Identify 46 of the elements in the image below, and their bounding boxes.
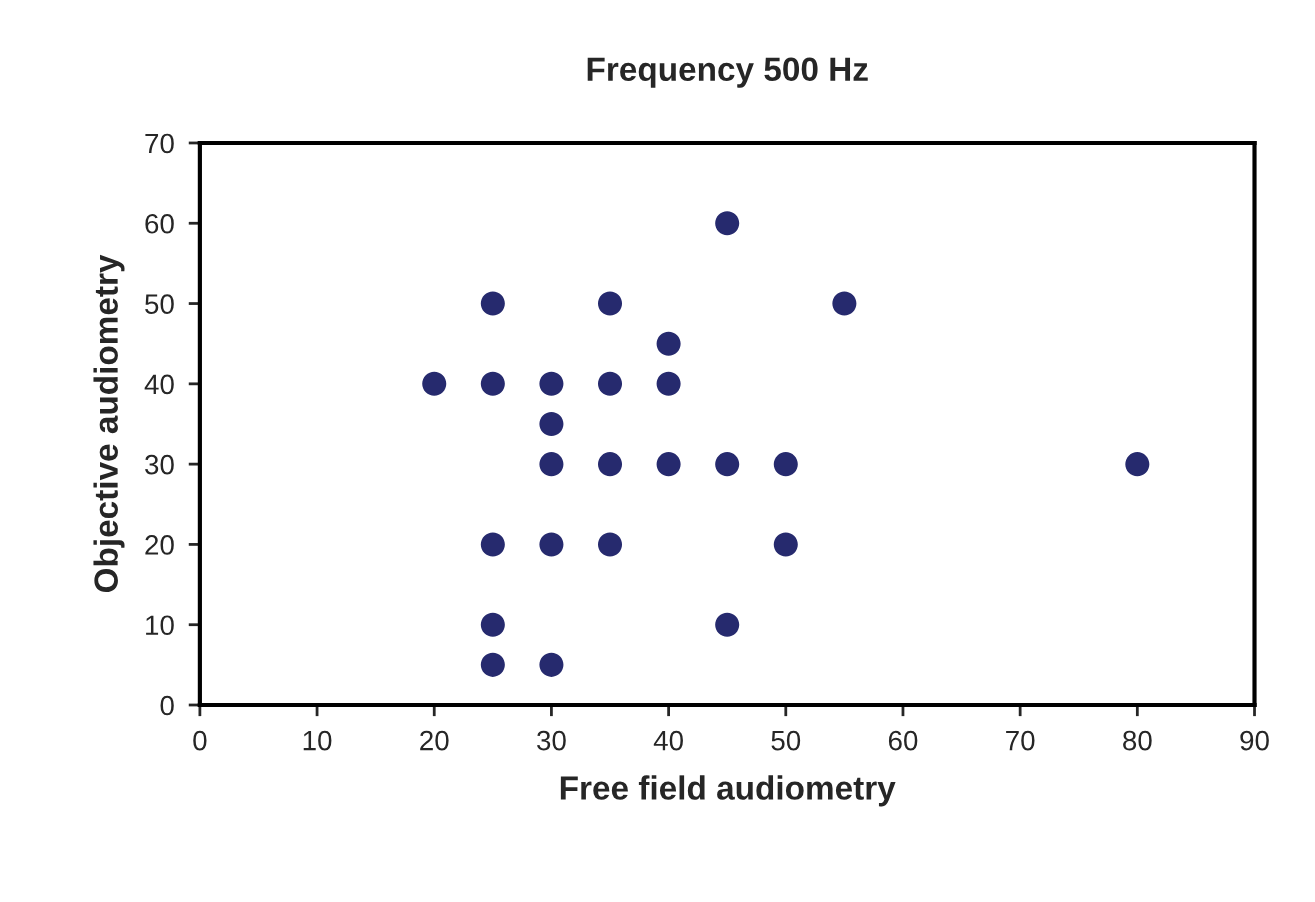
point xyxy=(832,291,857,316)
x-tick-label: 70 xyxy=(1006,730,1035,751)
point xyxy=(656,371,681,396)
point xyxy=(480,652,505,677)
point xyxy=(715,211,740,236)
chart-title: Frequency 500 Hz xyxy=(587,57,868,88)
y-tick-label: 50 xyxy=(145,294,174,314)
point xyxy=(597,371,623,396)
point xyxy=(597,452,623,477)
point xyxy=(539,371,564,396)
x-tick-label: 50 xyxy=(771,730,801,751)
x-tick-label: 30 xyxy=(537,730,566,751)
point xyxy=(480,532,505,557)
point xyxy=(715,452,740,477)
point xyxy=(597,291,623,316)
point xyxy=(715,612,740,637)
point xyxy=(539,452,564,477)
point xyxy=(539,652,564,677)
y-tick-label: 0 xyxy=(160,695,174,716)
point xyxy=(656,331,681,356)
point xyxy=(1125,452,1150,477)
y-tick-label: 10 xyxy=(146,615,174,636)
y-tick-label: 60 xyxy=(145,213,174,234)
point xyxy=(773,452,798,477)
x-tick-label: 0 xyxy=(193,730,207,751)
x-tick-label: 10 xyxy=(303,730,332,751)
x-axis-title: Free field audiometry xyxy=(560,775,896,807)
point xyxy=(656,452,681,477)
point xyxy=(597,532,623,557)
y-axis-title: Objective audiometry xyxy=(93,254,125,593)
point xyxy=(422,371,447,396)
point xyxy=(773,532,798,557)
point xyxy=(539,532,564,557)
y-tick-label: 30 xyxy=(145,454,174,475)
x-tick-label: 20 xyxy=(420,730,449,751)
x-tick-label: 40 xyxy=(653,730,683,751)
point xyxy=(539,411,564,437)
point xyxy=(480,371,505,396)
x-tick-label: 60 xyxy=(888,730,918,751)
point xyxy=(480,612,505,637)
y-tick-label: 20 xyxy=(145,535,174,555)
x-tick-label: 80 xyxy=(1123,730,1152,751)
point xyxy=(480,291,505,316)
y-tick-label: 70 xyxy=(145,133,174,154)
y-tick-label: 40 xyxy=(144,374,174,395)
x-tick-label: 90 xyxy=(1240,730,1269,751)
